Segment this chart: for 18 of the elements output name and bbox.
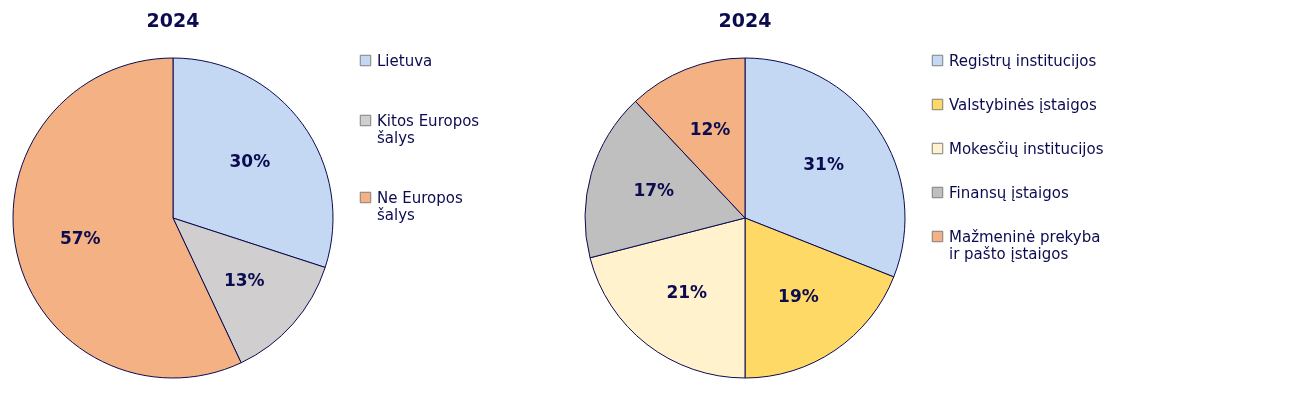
legend-label: Kitos Europos šalys bbox=[377, 111, 480, 147]
legend-label: Lietuva bbox=[377, 51, 433, 70]
legend-label: Mokesčių institucijos bbox=[949, 139, 1104, 158]
data-label: 13% bbox=[223, 269, 265, 290]
data-label: 30% bbox=[229, 151, 271, 172]
data-label: 21% bbox=[666, 282, 708, 303]
legend-label: Registrų institucijos bbox=[949, 51, 1097, 70]
legend-label: Mažmeninė prekyba ir pašto įstaigos bbox=[949, 227, 1101, 263]
data-label: 19% bbox=[778, 285, 819, 306]
legend-label: Finansų įstaigos bbox=[949, 183, 1069, 202]
legend-label: Ne Europos šalys bbox=[377, 188, 463, 224]
data-label: 12% bbox=[689, 118, 731, 139]
chart-title: 2024 bbox=[146, 9, 200, 31]
data-label: 17% bbox=[633, 180, 675, 201]
data-label: 31% bbox=[803, 153, 844, 174]
chart-title: 2024 bbox=[718, 9, 772, 31]
legend-label: Valstybinės įstaigos bbox=[949, 95, 1097, 114]
data-label: 57% bbox=[59, 227, 101, 248]
